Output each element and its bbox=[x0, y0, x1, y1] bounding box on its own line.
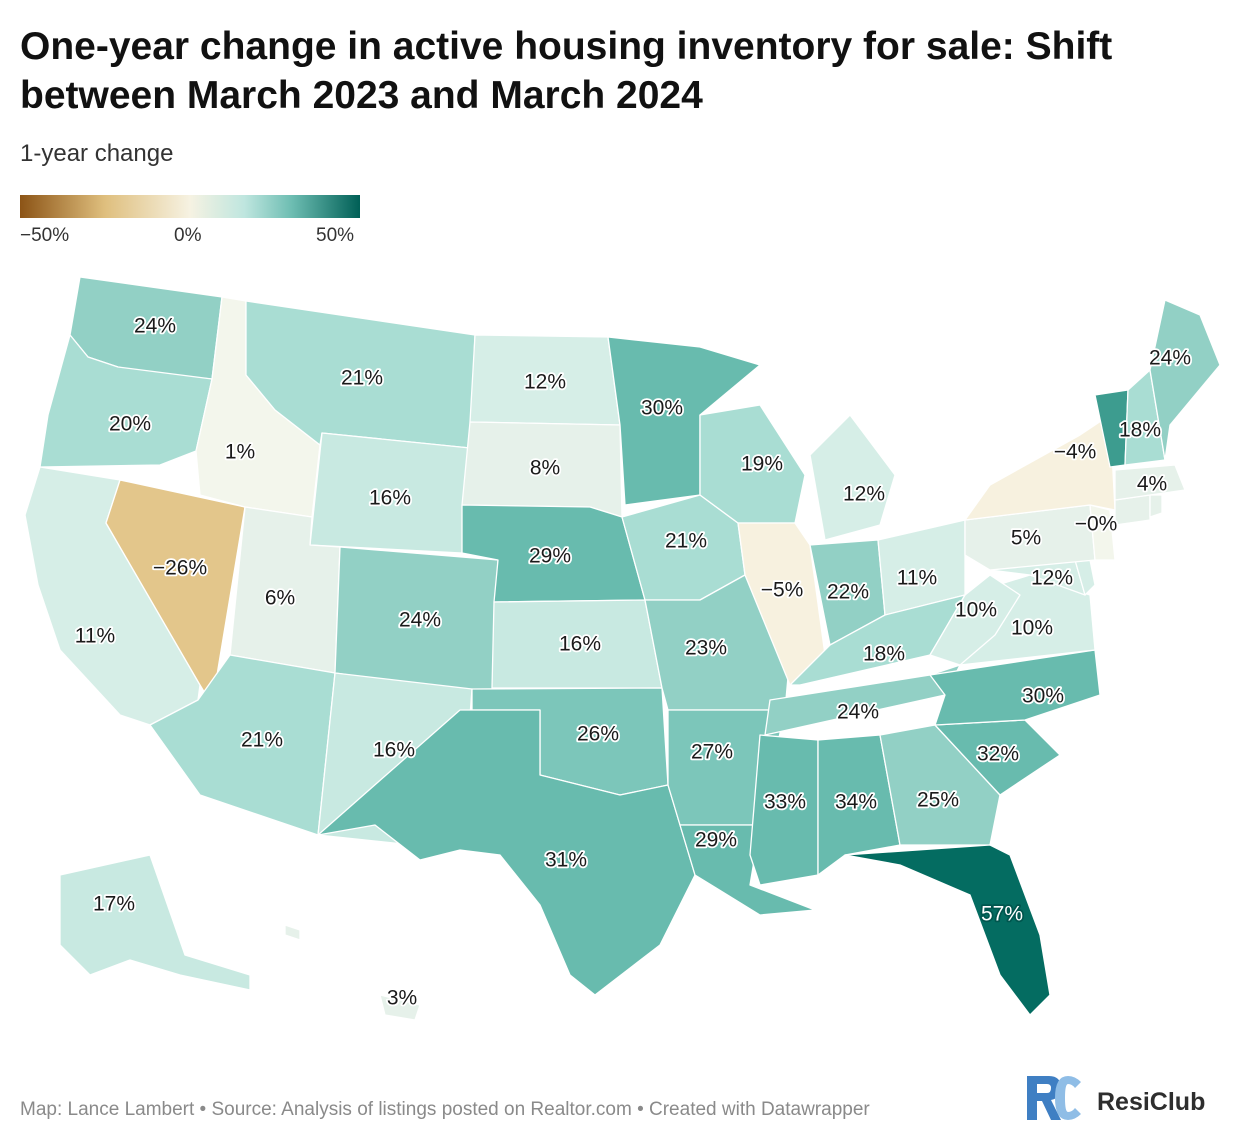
state-label-nm: 16% bbox=[373, 739, 415, 762]
state-label-ks: 16% bbox=[559, 633, 601, 656]
state-label-pa: 5% bbox=[1011, 527, 1041, 550]
state-label-ok: 26% bbox=[577, 723, 619, 746]
state-ny bbox=[964, 414, 1116, 521]
chart-title: One-year change in active housing invent… bbox=[20, 25, 1113, 117]
state-label-ms: 33% bbox=[764, 791, 806, 814]
state-label-md: 12% bbox=[1031, 567, 1073, 590]
state-fl bbox=[844, 844, 1051, 1016]
state-ak bbox=[59, 854, 251, 991]
state-label-mt: 21% bbox=[341, 367, 383, 390]
resiclub-logo: ResiClub bbox=[1025, 1070, 1225, 1126]
state-label-wv: 10% bbox=[955, 599, 997, 622]
source-footer: Map: Lance Lambert • Source: Analysis of… bbox=[20, 1099, 870, 1120]
state-label-fl: 57% bbox=[981, 903, 1023, 926]
state-label-ia: 21% bbox=[665, 530, 707, 553]
legend-color-scale bbox=[20, 195, 360, 218]
resiclub-logo-text: ResiClub bbox=[1097, 1088, 1206, 1116]
state-tx bbox=[317, 709, 696, 996]
state-nj bbox=[1089, 504, 1116, 561]
state-mi bbox=[809, 414, 896, 541]
state-label-co: 24% bbox=[399, 609, 441, 632]
state-label-in: 22% bbox=[827, 581, 869, 604]
state-label-mo: 23% bbox=[685, 637, 727, 660]
state-label-ny: −4% bbox=[1054, 441, 1097, 464]
state-label-wa: 24% bbox=[134, 315, 176, 338]
state-label-ut: 6% bbox=[265, 587, 295, 610]
state-label-al: 34% bbox=[835, 791, 877, 814]
state-shapes bbox=[24, 276, 1221, 1021]
state-label-il: −5% bbox=[761, 579, 804, 602]
state-label-mi: 12% bbox=[843, 483, 885, 506]
state-label-nc: 30% bbox=[1022, 685, 1064, 708]
state-label-sc: 32% bbox=[977, 743, 1019, 766]
state-label-ca: 11% bbox=[75, 625, 115, 648]
state-label-tn: 24% bbox=[837, 701, 879, 724]
state-label-mn: 30% bbox=[641, 397, 683, 420]
resiclub-logo-mark bbox=[1027, 1076, 1081, 1120]
state-label-wi: 19% bbox=[741, 453, 783, 476]
state-label-ar: 27% bbox=[691, 741, 733, 764]
state-label-tx: 31% bbox=[545, 849, 587, 872]
legend-title: 1-year change bbox=[20, 140, 174, 167]
state-label-ne: 29% bbox=[529, 545, 571, 568]
state-hi bbox=[284, 924, 421, 1021]
state-ma bbox=[1114, 464, 1186, 501]
state-label-az: 21% bbox=[241, 729, 283, 752]
state-label-nh: 18% bbox=[1119, 419, 1161, 442]
state-label-ak: 17% bbox=[93, 893, 135, 916]
state-label-me: 24% bbox=[1149, 347, 1191, 370]
state-label-nd: 12% bbox=[524, 371, 566, 394]
state-mo bbox=[644, 574, 791, 711]
state-label-va: 10% bbox=[1011, 617, 1053, 640]
legend-mid-label: 0% bbox=[174, 225, 202, 246]
legend-min-label: −50% bbox=[20, 225, 70, 246]
state-label-ma: 4% bbox=[1137, 473, 1167, 496]
state-label-nv: −26% bbox=[153, 557, 207, 580]
state-ri bbox=[1149, 494, 1163, 518]
state-me bbox=[1149, 299, 1221, 461]
state-label-wy: 16% bbox=[369, 487, 411, 510]
state-label-la: 29% bbox=[695, 829, 737, 852]
legend-max-label: 50% bbox=[316, 225, 355, 246]
state-label-nj: −0% bbox=[1075, 513, 1118, 536]
state-label-or: 20% bbox=[109, 413, 151, 436]
state-label-ga: 25% bbox=[917, 789, 959, 812]
state-label-ky: 18% bbox=[863, 643, 905, 666]
us-choropleth-map: 24% 20% 11% −26% 1% 21% 16% 6% 21% 24% 16% 12% 8% 29%… bbox=[24, 276, 1221, 1021]
state-value-labels: 24% 20% 11% −26% 1% 21% 16% 6% 21% 24% 16% 12% 8% 29%… bbox=[73, 313, 1193, 1012]
state-label-hi: 3% bbox=[387, 987, 417, 1010]
state-al bbox=[817, 734, 901, 876]
state-label-sd: 8% bbox=[530, 457, 560, 480]
state-label-oh: 11% bbox=[897, 567, 937, 590]
state-ga bbox=[879, 724, 1001, 846]
state-wv bbox=[929, 574, 1021, 666]
state-label-id: 1% bbox=[225, 441, 255, 464]
state-ms bbox=[749, 734, 819, 886]
